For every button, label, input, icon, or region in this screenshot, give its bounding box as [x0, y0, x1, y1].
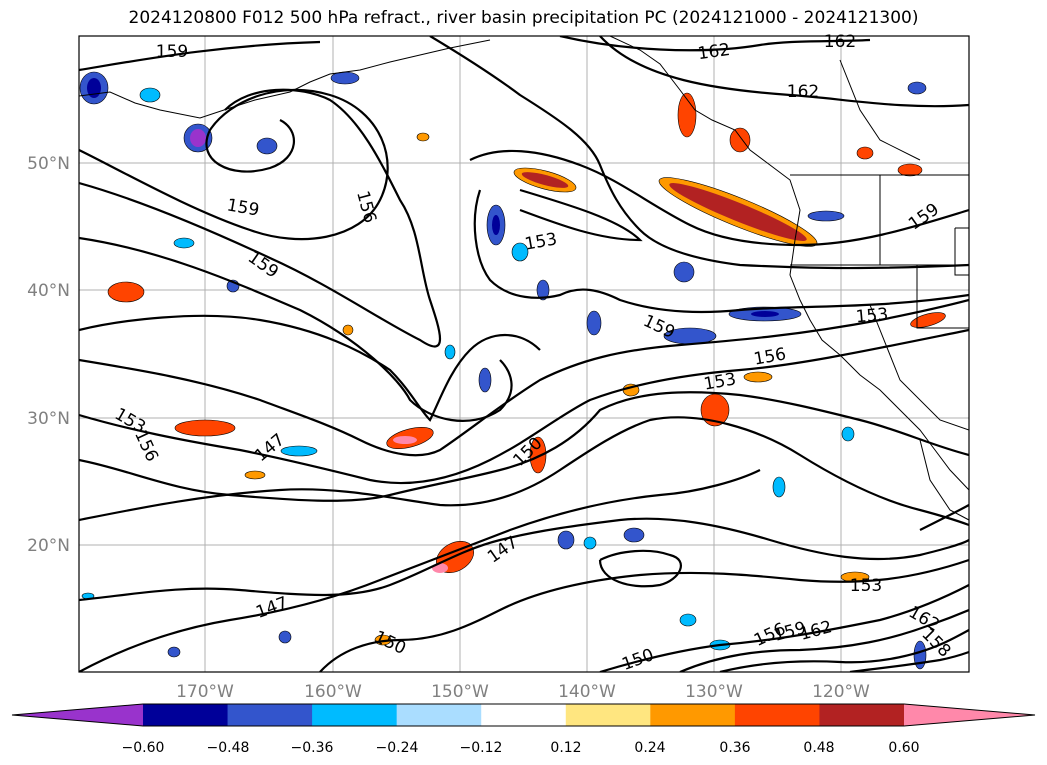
lon-label-120w: 120°W — [812, 682, 870, 702]
lat-label-20n: 20°N — [27, 536, 70, 556]
height-contours — [79, 36, 969, 672]
colorbar-label: −0.48 — [207, 740, 250, 756]
colorbar-segment — [650, 704, 736, 726]
map-area[interactable] — [79, 36, 969, 672]
colorbar-label: 0.12 — [550, 740, 581, 756]
colorbar-outline — [11, 703, 1036, 727]
latitude-labels: 50°N 40°N 30°N 20°N — [27, 154, 70, 556]
contour-label: 162 — [787, 82, 819, 102]
colorbar-segment — [143, 704, 229, 726]
colorbar-label: −0.36 — [291, 740, 334, 756]
colorbar-label: 0.60 — [888, 740, 919, 756]
lon-label-150w: 150°W — [431, 682, 489, 702]
contour-label: 153 — [850, 576, 882, 596]
colorbar-label: 0.48 — [803, 740, 834, 756]
coastlines — [79, 36, 969, 521]
longitude-labels: 170°W 160°W 150°W 140°W 130°W 120°W — [176, 682, 870, 702]
colorbar-label: 0.36 — [719, 740, 750, 756]
contour-label: 162 — [697, 40, 732, 64]
contour-label: 153 — [855, 305, 889, 328]
lat-label-50n: 50°N — [27, 154, 70, 174]
colorbar — [11, 703, 1036, 727]
lon-label-160w: 160°W — [304, 682, 362, 702]
lon-label-140w: 140°W — [558, 682, 616, 702]
lon-label-170w: 170°W — [176, 682, 234, 702]
contour-label: 162 — [824, 32, 856, 52]
lat-label-30n: 30°N — [27, 409, 70, 429]
colorbar-label: −0.60 — [122, 740, 165, 756]
colorbar-extend-low — [12, 704, 143, 726]
contour-label: 159 — [156, 42, 188, 62]
colorbar-labels: −0.60 −0.48 −0.36 −0.24 −0.12 0.12 0.24 … — [122, 740, 920, 756]
colorbar-label: −0.12 — [460, 740, 503, 756]
colorbar-label: 0.24 — [634, 740, 665, 756]
lat-label-40n: 40°N — [27, 281, 70, 301]
precipitation-shading — [79, 71, 946, 670]
colorbar-label: −0.24 — [376, 740, 419, 756]
colorbar-segment — [227, 704, 313, 726]
colorbar-extend-high — [904, 704, 1035, 726]
map-border — [78, 35, 970, 673]
colorbar-segment — [312, 704, 398, 726]
colorbar-segment — [481, 704, 567, 726]
colorbar-segment — [565, 704, 651, 726]
colorbar-segment — [819, 704, 905, 726]
lon-label-130w: 130°W — [685, 682, 743, 702]
map-title: 2024120800 F012 500 hPa refract., river … — [128, 8, 919, 28]
colorbar-segment — [734, 704, 820, 726]
colorbar-segment — [396, 704, 482, 726]
